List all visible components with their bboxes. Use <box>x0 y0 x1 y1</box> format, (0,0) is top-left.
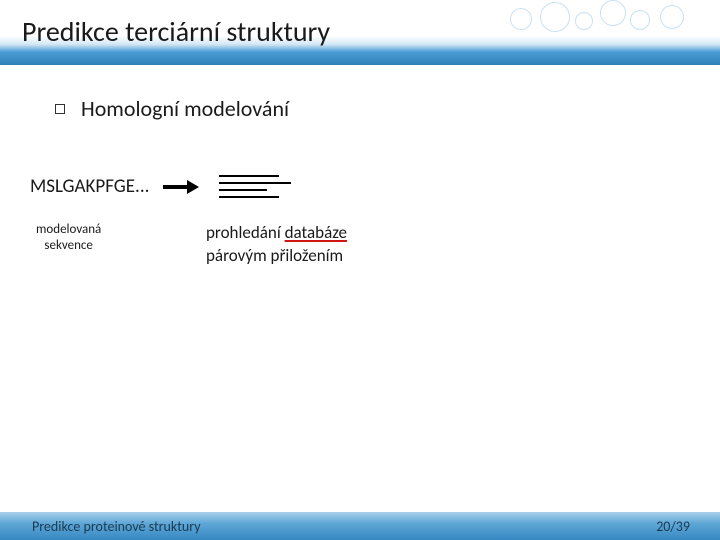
slide-title: Predikce terciární struktury <box>22 14 330 49</box>
caption-right: prohledání databáze párovým přiložením <box>206 222 347 268</box>
bullet-item: Homologní modelování <box>55 95 690 122</box>
sequence-row: MSLGAKPFGE... <box>30 175 430 198</box>
underlined-word: databáze <box>285 222 347 243</box>
footer-title: Predikce proteinové struktury <box>32 518 201 535</box>
content-area: Homologní modelování <box>30 85 690 122</box>
page-number: 20/39 <box>656 518 690 535</box>
diagram: MSLGAKPFGE... <box>30 175 430 198</box>
title-banner: Predikce terciární struktury <box>0 0 720 65</box>
caption-left: modelovaná sekvence <box>36 222 101 255</box>
database-lines-icon <box>219 175 291 198</box>
bullet-text: Homologní modelování <box>81 95 289 122</box>
arrow-icon <box>163 182 199 192</box>
bullet-square-icon <box>55 104 65 114</box>
sequence-string: MSLGAKPFGE... <box>30 175 149 198</box>
title-decoration-bubbles <box>500 0 700 45</box>
footer-bar: Predikce proteinové struktury 20/39 <box>0 512 720 540</box>
